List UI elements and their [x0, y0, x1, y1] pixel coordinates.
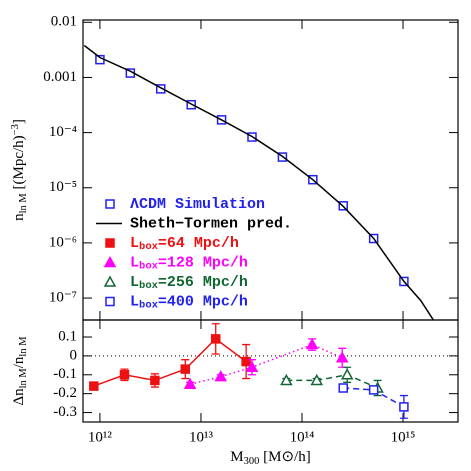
label-part: L: [130, 293, 139, 310]
data-point: [89, 381, 99, 391]
data-point: [183, 377, 197, 389]
label-part: box: [139, 241, 159, 253]
label-part: [(Mpc/h): [11, 135, 27, 193]
y-tick-label: 0.001: [43, 69, 77, 85]
label-part: box: [139, 300, 159, 312]
legend-label: Lbox=128 Mpc/h: [130, 254, 248, 272]
series-line: [83, 44, 435, 320]
label-part: box: [139, 280, 159, 292]
data-point: [241, 356, 251, 367]
y-tick-label: 0.01: [51, 14, 77, 30]
legend-entry: Sheth−Tormen pred.: [96, 215, 292, 232]
y-tick-label: 0: [70, 347, 78, 363]
y-axis-label: nln M [(Mpc/h)−3]: [10, 119, 29, 221]
legend-label: Lbox=256 Mpc/h: [130, 274, 248, 292]
legend-marker: [103, 255, 117, 268]
series-line: [93, 337, 247, 387]
legend-entry: Lbox=400 Mpc/h: [105, 293, 248, 312]
label-part: n: [11, 213, 27, 221]
data-point: [399, 402, 409, 412]
legend-entry: Lbox=64 Mpc/h: [105, 235, 239, 253]
y-tick-label: -0.3: [53, 404, 77, 420]
x-axis-label: M300 [M⊙/h]: [230, 449, 310, 466]
label-part: =256 Mpc/h: [158, 274, 248, 291]
data-point: [280, 373, 293, 386]
data-point: [338, 383, 348, 393]
data-point: [340, 368, 354, 380]
label-part: box: [139, 261, 159, 273]
y-tick-label: 10⁻⁷: [49, 289, 77, 305]
label-part: =128 Mpc/h: [158, 254, 248, 271]
legend-entry: Lbox=128 Mpc/h: [103, 254, 248, 273]
y-axis-label: Δnln M/nln M: [11, 336, 28, 406]
data-point: [119, 370, 130, 380]
legend-entry: ΛCDM Simulation: [105, 196, 265, 213]
data-point: [368, 385, 379, 395]
label-part: ln M: [18, 336, 29, 357]
label-part: ln M: [18, 368, 29, 389]
label-part: ln M: [18, 193, 29, 214]
data-point: [335, 351, 349, 363]
data-point: [210, 334, 221, 344]
y-tick-label: 0.1: [58, 328, 77, 344]
label-part: −3: [10, 124, 21, 135]
x-tick-label: 10¹²: [88, 429, 112, 445]
y-tick-label: -0.1: [53, 366, 77, 382]
data-point: [150, 375, 160, 386]
x-tick-label: 10¹⁴: [290, 429, 315, 445]
legend-entry: Lbox=256 Mpc/h: [103, 274, 248, 292]
series-line: [286, 374, 378, 389]
y-tick-label: 10⁻⁵: [49, 179, 77, 195]
label-part: =64 Mpc/h: [158, 235, 239, 252]
label-part: /n: [11, 356, 27, 368]
x-tick-label: 10¹³: [189, 429, 213, 445]
data-point: [156, 84, 166, 94]
data-point: [180, 364, 191, 374]
label-part: M: [230, 449, 243, 465]
legend-label: Lbox=64 Mpc/h: [130, 235, 239, 253]
data-point: [305, 338, 319, 350]
label-part: Δn: [11, 388, 27, 406]
label-part: L: [130, 274, 139, 291]
label-part: =400 Mpc/h: [158, 293, 248, 310]
legend-marker: [103, 275, 117, 287]
label-part: L: [130, 254, 139, 271]
legend-label: Lbox=400 Mpc/h: [130, 293, 248, 311]
label-part: L: [130, 235, 139, 252]
legend-label: Sheth−Tormen pred.: [130, 215, 292, 232]
panel-frame: [82, 319, 459, 423]
y-tick-label: 10⁻⁶: [49, 234, 77, 250]
label-part: ]: [11, 119, 27, 124]
y-tick-label: -0.2: [53, 385, 77, 401]
legend-marker: [105, 199, 115, 209]
label-part: 300: [244, 456, 260, 467]
legend-marker: [105, 296, 115, 307]
legend-marker: [105, 238, 115, 248]
label-part: [M⊙/h]: [259, 449, 310, 465]
y-tick-label: 10⁻⁴: [49, 124, 77, 140]
data-point: [214, 370, 228, 382]
x-tick-label: 10¹⁵: [391, 429, 416, 445]
legend-label: ΛCDM Simulation: [130, 196, 265, 213]
data-point: [310, 373, 324, 386]
data-point: [245, 360, 259, 372]
